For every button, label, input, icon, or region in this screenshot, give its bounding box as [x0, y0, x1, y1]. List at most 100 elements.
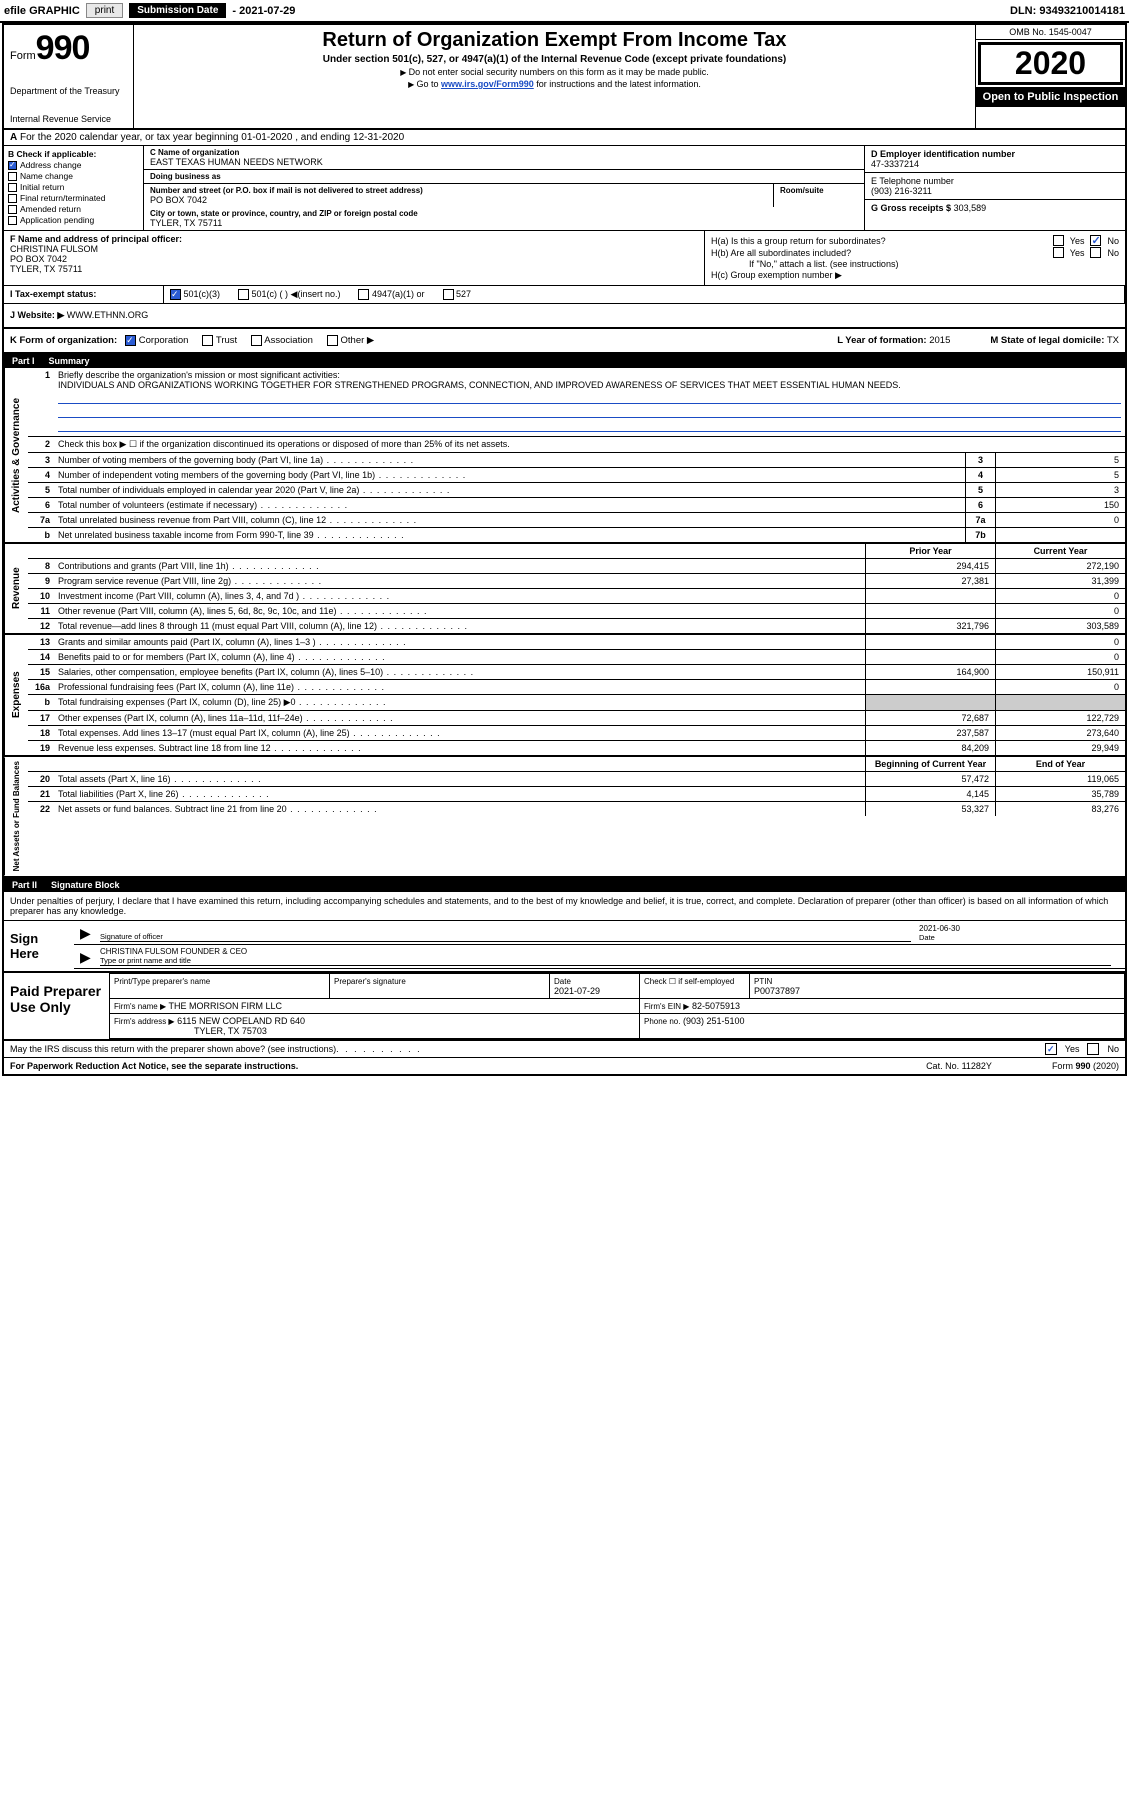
curr-b	[995, 695, 1125, 710]
colb-checkbox-2[interactable]	[8, 183, 17, 192]
prior-18: 237,587	[865, 726, 995, 740]
org-name: EAST TEXAS HUMAN NEEDS NETWORK	[150, 157, 858, 167]
note-link: Go to www.irs.gov/Form990 for instructio…	[140, 79, 969, 89]
col-d-e-g: D Employer identification number 47-3337…	[865, 146, 1125, 230]
form-no-footer: Form 990 (2020)	[1052, 1061, 1119, 1071]
officer-name-title: CHRISTINA FULSOM FOUNDER & CEO	[100, 947, 1111, 956]
ag-val-3: 5	[995, 453, 1125, 467]
firm-name: THE MORRISON FIRM LLC	[168, 1001, 282, 1011]
curr-15: 150,911	[995, 665, 1125, 679]
curr-13: 0	[995, 635, 1125, 649]
ha-yes-checkbox[interactable]	[1053, 235, 1064, 246]
officer-name: CHRISTINA FULSOM	[10, 244, 98, 254]
colb-checkbox-5[interactable]	[8, 216, 17, 225]
hb-yes-checkbox[interactable]	[1053, 247, 1064, 258]
sign-here-block: Sign Here ▶ Signature of officer 2021-06…	[4, 921, 1125, 973]
hb-no-checkbox[interactable]	[1090, 247, 1101, 258]
curr-21: 35,789	[995, 787, 1125, 801]
signature-intro: Under penalties of perjury, I declare th…	[4, 892, 1125, 921]
form-title: Return of Organization Exempt From Incom…	[140, 29, 969, 52]
tax-status-0[interactable]: ✓	[170, 289, 181, 300]
efile-label: efile GRAPHIC	[4, 5, 80, 17]
side-label-exp: Expenses	[4, 635, 28, 755]
dln: DLN: 93493210014181	[1010, 5, 1125, 17]
colb-checkbox-0[interactable]	[8, 161, 17, 170]
irs-label: Internal Revenue Service	[10, 114, 127, 124]
print-button[interactable]: print	[86, 3, 123, 18]
prior-15: 164,900	[865, 665, 995, 679]
curr-9: 31,399	[995, 574, 1125, 588]
form-org-3[interactable]	[327, 335, 338, 346]
city-state-zip: TYLER, TX 75711	[150, 218, 858, 228]
row-j-website: J Website: ▶ WWW.ETHNN.ORG	[4, 304, 1125, 329]
ein: 47-3337214	[871, 159, 919, 169]
year-formation: 2015	[929, 335, 950, 346]
prior-16a	[865, 680, 995, 694]
top-toolbar: efile GRAPHIC print Submission Date - 20…	[0, 0, 1129, 23]
paperwork-footer: For Paperwork Reduction Act Notice, see …	[4, 1058, 1125, 1074]
curr-8: 272,190	[995, 559, 1125, 573]
tax-status-2[interactable]	[358, 289, 369, 300]
submission-label: Submission Date	[129, 3, 226, 18]
colb-checkbox-3[interactable]	[8, 194, 17, 203]
ag-val-7a: 0	[995, 513, 1125, 527]
curr-16a: 0	[995, 680, 1125, 694]
prior-22: 53,327	[865, 802, 995, 816]
street-address: PO BOX 7042	[150, 195, 767, 205]
ag-val-6: 150	[995, 498, 1125, 512]
form-org-1[interactable]	[202, 335, 213, 346]
ag-val-b	[995, 528, 1125, 542]
col-b-checkboxes: B Check if applicable: Address changeNam…	[4, 146, 144, 230]
ha-no-checkbox[interactable]	[1090, 235, 1101, 246]
curr-12: 303,589	[995, 619, 1125, 633]
discuss-no-checkbox[interactable]	[1087, 1043, 1099, 1055]
prior-19: 84,209	[865, 741, 995, 755]
colb-checkbox-1[interactable]	[8, 172, 17, 181]
arrow-icon: ▶	[80, 925, 100, 942]
paid-preparer-block: Paid Preparer Use Only Print/Type prepar…	[4, 973, 1125, 1041]
preparer-date: 2021-07-29	[554, 986, 600, 996]
curr-20: 119,065	[995, 772, 1125, 786]
prior-10	[865, 589, 995, 603]
firm-addr2: TYLER, TX 75703	[194, 1026, 267, 1036]
prior-21: 4,145	[865, 787, 995, 801]
discuss-yes-checkbox[interactable]: ✓	[1045, 1043, 1057, 1055]
header-left: Form990 Department of the Treasury Inter…	[4, 25, 134, 128]
part1-revenue: Revenue Prior Year Current Year 8Contrib…	[4, 544, 1125, 635]
tax-status-3[interactable]	[443, 289, 454, 300]
col-c-org-info: C Name of organization EAST TEXAS HUMAN …	[144, 146, 865, 230]
prior-20: 57,472	[865, 772, 995, 786]
phone: (903) 216-3211	[871, 186, 932, 196]
submission-date: - 2021-07-29	[232, 5, 295, 17]
colb-checkbox-4[interactable]	[8, 205, 17, 214]
ha-yes-no: Yes No	[1053, 235, 1119, 246]
prior-9: 27,381	[865, 574, 995, 588]
ag-val-4: 5	[995, 468, 1125, 482]
block-b-through-g: B Check if applicable: Address changeNam…	[4, 146, 1125, 231]
sign-here-label: Sign Here	[4, 921, 74, 971]
curr-22: 83,276	[995, 802, 1125, 816]
row-k-form-org: K Form of organization: ✓ Corporation Tr…	[4, 329, 1125, 354]
prior-13	[865, 635, 995, 649]
ptin: P00737897	[754, 986, 800, 996]
form-header: Form990 Department of the Treasury Inter…	[4, 25, 1125, 130]
gross-receipts: 303,589	[954, 203, 987, 213]
arrow-icon: ▶	[80, 949, 100, 966]
firm-phone: (903) 251-5100	[683, 1016, 745, 1026]
form-org-0[interactable]: ✓	[125, 335, 136, 346]
part1-header: Part I Summary	[4, 354, 1125, 368]
form-container: Form990 Department of the Treasury Inter…	[2, 23, 1127, 1076]
dept-treasury: Department of the Treasury	[10, 86, 127, 96]
part1-activities-governance: Activities & Governance 1 Briefly descri…	[4, 368, 1125, 544]
curr-18: 273,640	[995, 726, 1125, 740]
revenue-col-headers: Prior Year Current Year	[28, 544, 1125, 559]
paid-preparer-label: Paid Preparer Use Only	[4, 973, 109, 1039]
irs-link[interactable]: www.irs.gov/Form990	[441, 79, 534, 89]
form-org-2[interactable]	[251, 335, 262, 346]
tax-status-1[interactable]	[238, 289, 249, 300]
prior-12: 321,796	[865, 619, 995, 633]
preparer-table: Print/Type preparer's name Preparer's si…	[109, 973, 1125, 1039]
row-i-tax-status: I Tax-exempt status: ✓ 501(c)(3) 501(c) …	[4, 286, 1125, 304]
curr-14: 0	[995, 650, 1125, 664]
open-public: Open to Public Inspection	[976, 87, 1125, 107]
